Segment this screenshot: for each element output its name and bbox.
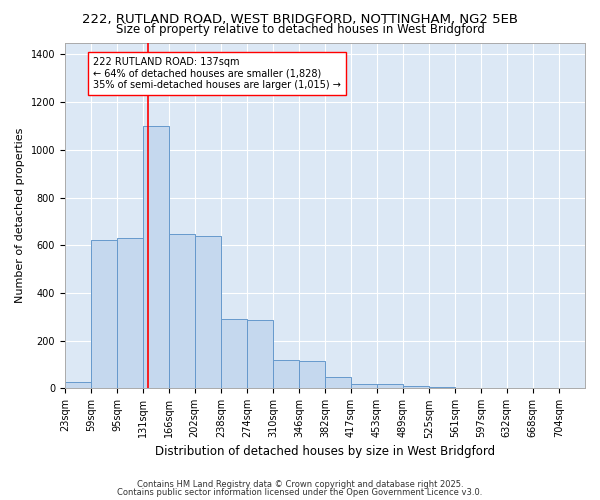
Bar <box>221 319 247 388</box>
Y-axis label: Number of detached properties: Number of detached properties <box>15 128 25 303</box>
Bar <box>247 320 273 388</box>
Bar <box>299 361 325 388</box>
Bar <box>377 384 403 388</box>
Bar <box>429 387 455 388</box>
X-axis label: Distribution of detached houses by size in West Bridgford: Distribution of detached houses by size … <box>155 444 495 458</box>
Bar <box>195 236 221 388</box>
Bar <box>273 360 299 388</box>
Bar <box>169 234 195 388</box>
Text: 222 RUTLAND ROAD: 137sqm
← 64% of detached houses are smaller (1,828)
35% of sem: 222 RUTLAND ROAD: 137sqm ← 64% of detach… <box>93 57 341 90</box>
Text: Size of property relative to detached houses in West Bridgford: Size of property relative to detached ho… <box>116 22 484 36</box>
Bar <box>65 382 91 388</box>
Bar <box>351 384 377 388</box>
Bar <box>325 377 351 388</box>
Bar <box>117 238 143 388</box>
Text: Contains public sector information licensed under the Open Government Licence v3: Contains public sector information licen… <box>118 488 482 497</box>
Bar <box>403 386 429 388</box>
Bar <box>91 240 117 388</box>
Text: 222, RUTLAND ROAD, WEST BRIDGFORD, NOTTINGHAM, NG2 5EB: 222, RUTLAND ROAD, WEST BRIDGFORD, NOTTI… <box>82 12 518 26</box>
Text: Contains HM Land Registry data © Crown copyright and database right 2025.: Contains HM Land Registry data © Crown c… <box>137 480 463 489</box>
Bar <box>143 126 169 388</box>
